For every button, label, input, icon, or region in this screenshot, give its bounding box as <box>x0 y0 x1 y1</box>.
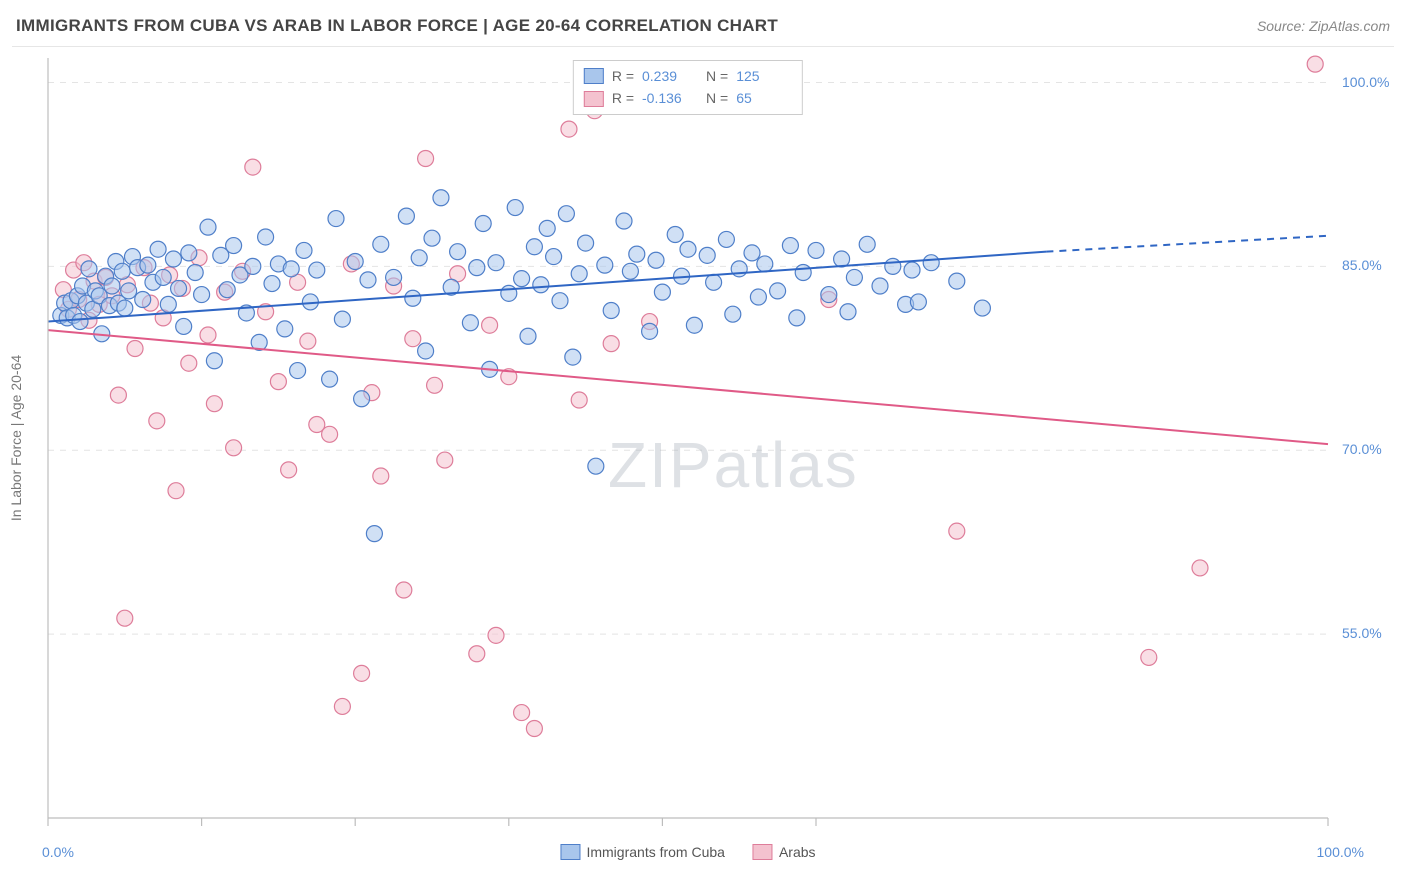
correlation-legend: R = 0.239 N = 125 R = -0.136 N = 65 <box>573 60 803 115</box>
swatch-cuba <box>584 68 604 84</box>
x-tick-right: 100.0% <box>1317 844 1364 860</box>
y-tick-label: 70.0% <box>1342 441 1382 457</box>
x-tick-left: 0.0% <box>42 844 74 860</box>
series-legend: Immigrants from Cuba Arabs <box>560 844 815 860</box>
y-axis-label: In Labor Force | Age 20-64 <box>8 58 24 818</box>
legend-row-arab: R = -0.136 N = 65 <box>584 87 792 109</box>
swatch-arab-icon <box>753 844 773 860</box>
source-label: Source: ZipAtlas.com <box>1257 18 1390 34</box>
y-tick-label: 55.0% <box>1342 625 1382 641</box>
swatch-cuba-icon <box>560 844 580 860</box>
legend-row-cuba: R = 0.239 N = 125 <box>584 65 792 87</box>
chart-title: IMMIGRANTS FROM CUBA VS ARAB IN LABOR FO… <box>16 16 778 35</box>
y-tick-label: 100.0% <box>1342 74 1389 90</box>
chart-plot-area: R = 0.239 N = 125 R = -0.136 N = 65 ZIPa… <box>48 58 1328 818</box>
y-tick-label: 85.0% <box>1342 257 1382 273</box>
swatch-arab <box>584 91 604 107</box>
legend-item-cuba: Immigrants from Cuba <box>560 844 724 860</box>
header-divider <box>12 46 1394 47</box>
legend-item-arab: Arabs <box>753 844 816 860</box>
